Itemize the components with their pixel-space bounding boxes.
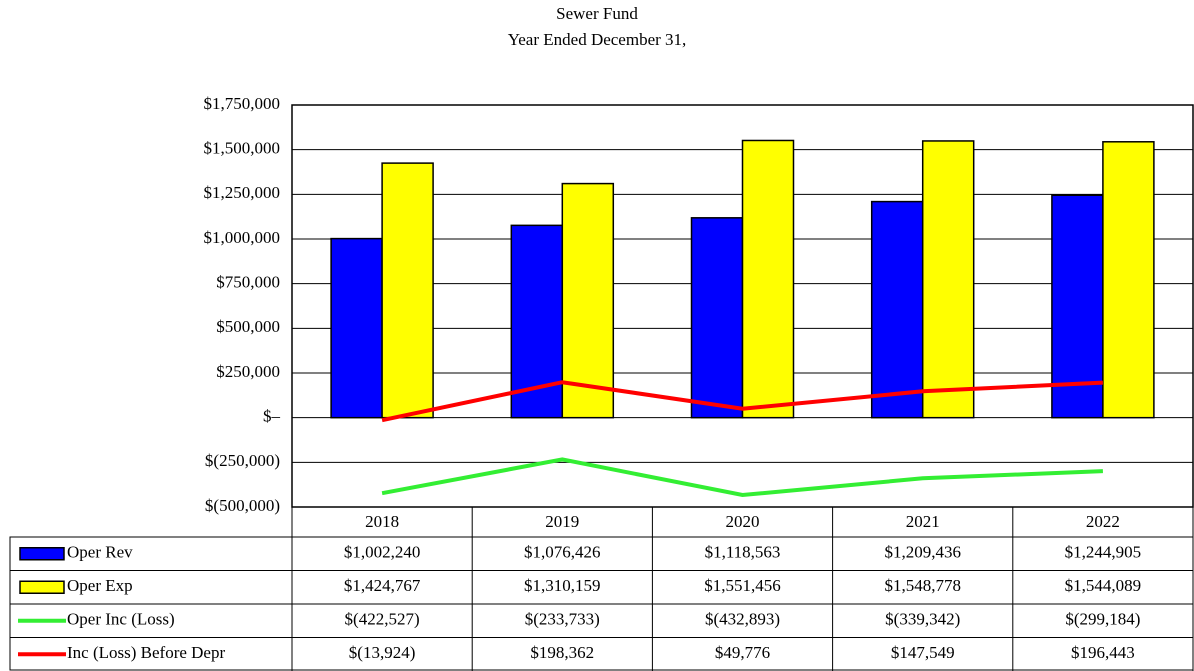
chart-subtitle: Year Ended December 31, <box>508 30 687 49</box>
x-tick-label: 2021 <box>906 512 940 531</box>
y-tick-label: $1,000,000 <box>204 228 281 247</box>
table-value: $1,544,089 <box>1065 576 1142 595</box>
legend-label: Oper Exp <box>67 576 133 595</box>
y-tick-label: $1,500,000 <box>204 139 281 158</box>
legend-swatch <box>19 580 65 594</box>
legend-label: Inc (Loss) Before Depr <box>67 643 225 662</box>
table-value: $1,244,905 <box>1065 543 1142 562</box>
y-tick-label: $(500,000) <box>205 496 280 515</box>
bar <box>741 139 795 419</box>
bar <box>690 217 744 419</box>
table-value: $(13,924) <box>349 643 416 662</box>
table-value: $196,443 <box>1071 643 1135 662</box>
table-value: $1,118,563 <box>705 543 781 562</box>
table-value: $1,209,436 <box>884 543 961 562</box>
y-tick-label: $750,000 <box>216 273 280 292</box>
x-tick-label: 2022 <box>1086 512 1120 531</box>
bar <box>921 140 975 419</box>
table-value: $198,362 <box>530 643 594 662</box>
chart-title: Sewer Fund <box>556 4 638 23</box>
x-tick-label: 2020 <box>726 512 760 531</box>
table-value: $(233,733) <box>525 610 600 629</box>
x-tick-label: 2019 <box>545 512 579 531</box>
bar <box>1102 141 1155 419</box>
table-value: $1,310,159 <box>524 576 601 595</box>
bar <box>330 237 383 419</box>
line <box>381 380 1103 423</box>
table-value: $(432,893) <box>705 610 780 629</box>
table-value: $(299,184) <box>1065 610 1140 629</box>
x-tick-label: 2018 <box>365 512 399 531</box>
table-value: $1,548,778 <box>884 576 961 595</box>
table-value: $147,549 <box>891 643 955 662</box>
table-value: $49,776 <box>715 643 770 662</box>
y-tick-label: $– <box>263 407 281 426</box>
bar <box>561 182 615 419</box>
table-value: $(339,342) <box>885 610 960 629</box>
plot-border <box>291 104 1194 508</box>
table-value: $1,551,456 <box>704 576 781 595</box>
y-tick-label: $(250,000) <box>205 451 280 470</box>
legend-label: Oper Inc (Loss) <box>67 610 175 629</box>
table-value: $1,076,426 <box>524 543 601 562</box>
legend-swatch <box>19 547 65 561</box>
table-value: $1,002,240 <box>344 543 421 562</box>
y-tick-label: $250,000 <box>216 362 280 381</box>
y-tick-label: $1,750,000 <box>204 94 281 113</box>
bar <box>1051 194 1104 419</box>
bar <box>381 162 434 419</box>
legend-label: Oper Rev <box>67 543 133 562</box>
bar <box>870 200 924 419</box>
table-value: $(422,527) <box>345 610 420 629</box>
line <box>381 457 1103 498</box>
table-value: $1,424,767 <box>344 576 421 595</box>
y-tick-label: $1,250,000 <box>204 183 281 202</box>
y-tick-label: $500,000 <box>216 317 280 336</box>
